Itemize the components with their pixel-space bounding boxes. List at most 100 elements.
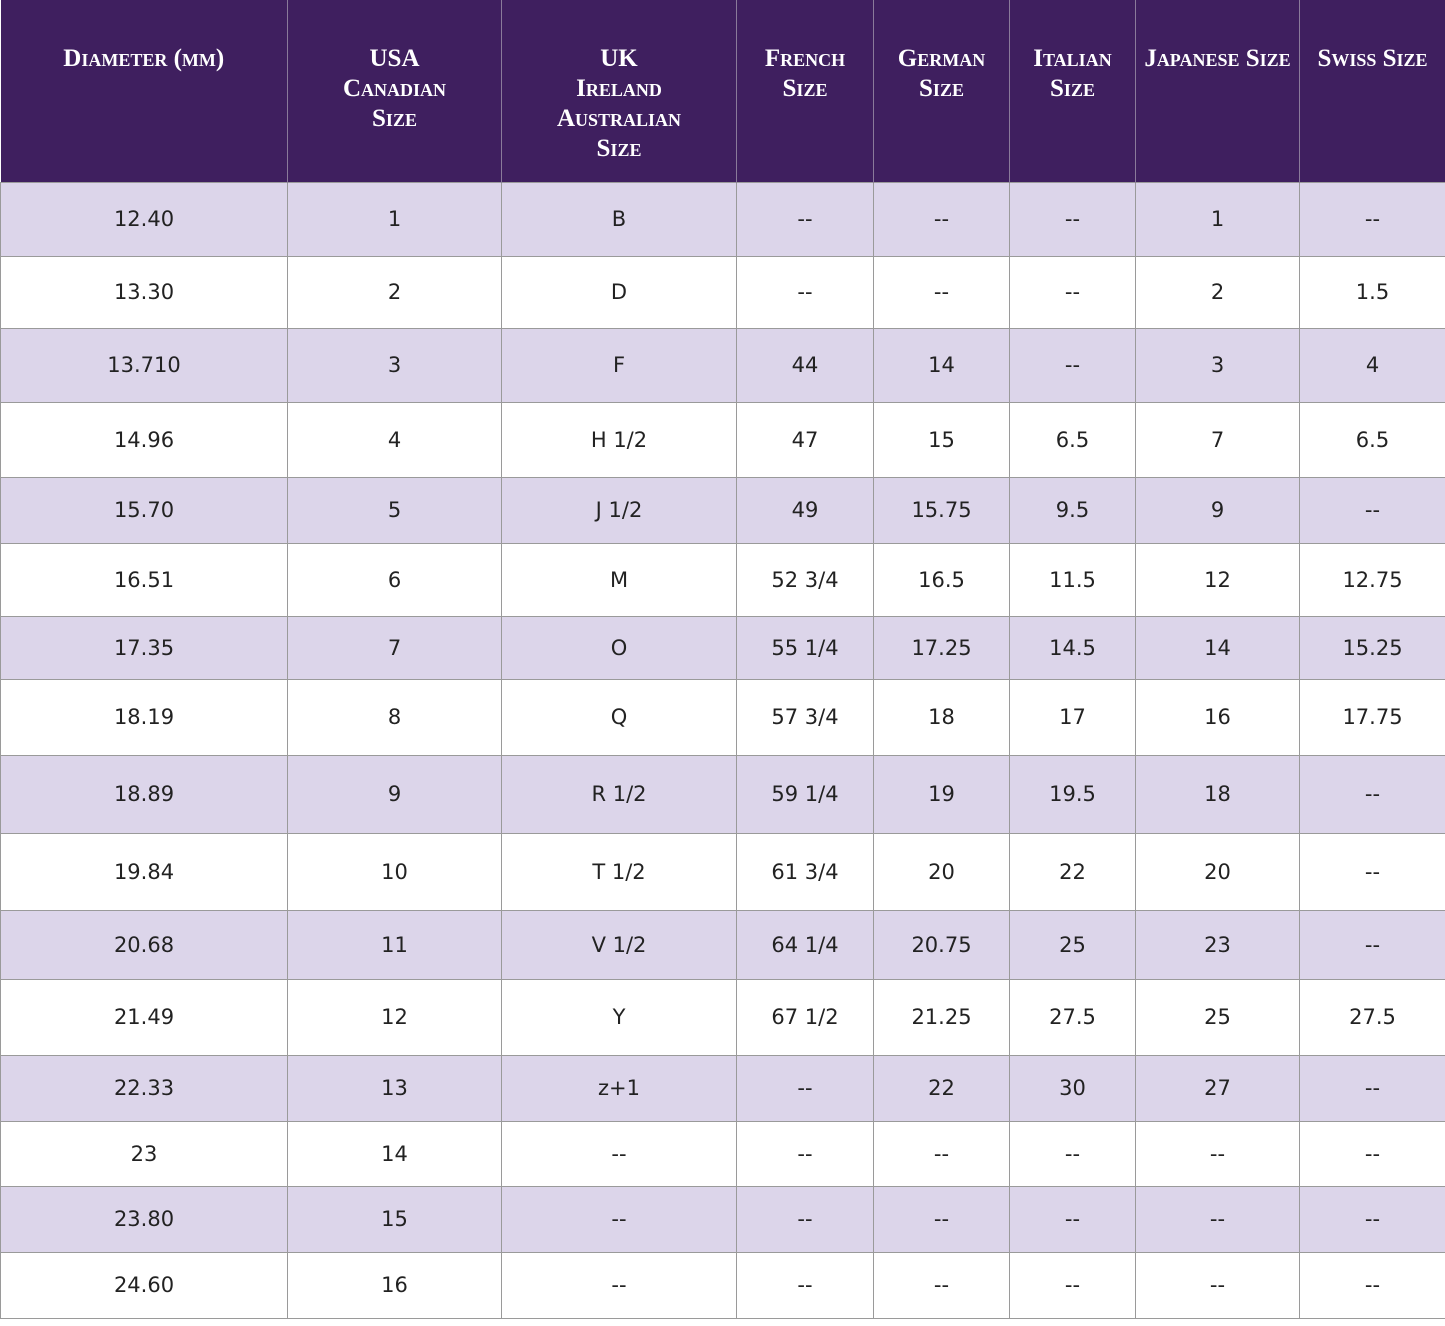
table-row: 17.35 7 O 55 1/4 17.25 14.5 14 15.25 [0, 615, 1445, 680]
table-row: 24.60 16 -- -- -- -- -- -- [0, 1251, 1445, 1319]
table-cell: 23 [1135, 909, 1300, 980]
table-row: 19.84 10 T 1/2 61 3/4 20 22 20 -- [0, 832, 1445, 911]
table-cell: -- [1299, 476, 1445, 544]
table-cell: 20.68 [0, 909, 288, 980]
table-cell: 9 [287, 754, 502, 834]
header-cell: Japanese Size [1135, 0, 1300, 182]
table-cell: 16 [1135, 678, 1300, 756]
table-cell: 10 [287, 832, 502, 911]
table-cell: -- [736, 255, 874, 329]
table-cell: -- [1299, 754, 1445, 834]
header-cell: Swiss Size [1299, 0, 1445, 182]
table-cell: 57 3/4 [736, 678, 874, 756]
table-cell: -- [873, 1120, 1010, 1187]
table-cell: -- [501, 1120, 737, 1187]
table-cell: 12 [1135, 542, 1300, 617]
table-cell: 9 [1135, 476, 1300, 544]
table-cell: 7 [1135, 401, 1300, 478]
table-cell: 52 3/4 [736, 542, 874, 617]
table-cell: 25 [1135, 978, 1300, 1056]
table-cell: 22 [1009, 832, 1136, 911]
header-text: Size [372, 105, 417, 132]
header-cell: French Size [736, 0, 874, 182]
table-cell: R 1/2 [501, 754, 737, 834]
table-cell: 1.5 [1299, 255, 1445, 329]
table-cell: M [501, 542, 737, 617]
table-cell: -- [1009, 1251, 1136, 1319]
table-cell: -- [1299, 181, 1445, 257]
table-cell: 19 [873, 754, 1010, 834]
table-cell: 12.40 [0, 181, 288, 257]
table-cell: 22.33 [0, 1054, 288, 1122]
table-cell: 15.75 [873, 476, 1010, 544]
table-cell: -- [1299, 1120, 1445, 1187]
table-cell: D [501, 255, 737, 329]
table-cell: 21.25 [873, 978, 1010, 1056]
table-cell: 2 [287, 255, 502, 329]
table-cell: T 1/2 [501, 832, 737, 911]
header-cell: German Size [873, 0, 1010, 182]
table-cell: V 1/2 [501, 909, 737, 980]
header-text: Diameter (mm) [63, 45, 225, 72]
table-cell: 19.5 [1009, 754, 1136, 834]
table-cell: 14 [873, 327, 1010, 403]
table-row: 22.33 13 z+1 -- 22 30 27 -- [0, 1054, 1445, 1122]
table-cell: 14.5 [1009, 615, 1136, 680]
table-cell: -- [1009, 1185, 1136, 1253]
table-cell: z+1 [501, 1054, 737, 1122]
table-cell: 20 [1135, 832, 1300, 911]
table-cell: 16.5 [873, 542, 1010, 617]
table-cell: 17.25 [873, 615, 1010, 680]
header-cell: UK Ireland Australian Size [501, 0, 737, 182]
table-cell: 47 [736, 401, 874, 478]
table-body: 12.40 1 B -- -- -- 1 -- 13.30 2 D -- -- -- 2 1.5 13.710 3… [0, 181, 1445, 1319]
table-cell: -- [1299, 909, 1445, 980]
table-row: 16.51 6 M 52 3/4 16.5 11.5 12 12.75 [0, 542, 1445, 617]
table-cell: H 1/2 [501, 401, 737, 478]
table-cell: 17.35 [0, 615, 288, 680]
table-cell: O [501, 615, 737, 680]
table-cell: Y [501, 978, 737, 1056]
table-cell: -- [873, 1251, 1010, 1319]
header-text: Swiss Size [1317, 45, 1428, 72]
header-row: Diameter (mm) USA Canadian Size UK Ireland Aus… [0, 0, 1445, 182]
table-cell: 16.51 [0, 542, 288, 617]
table-cell: 1 [1135, 181, 1300, 257]
table-cell: 3 [1135, 327, 1300, 403]
table-cell: 4 [1299, 327, 1445, 403]
table-cell: 11.5 [1009, 542, 1136, 617]
header-text: Italian [1033, 45, 1112, 72]
table-cell: 14 [287, 1120, 502, 1187]
table-cell: 12 [287, 978, 502, 1056]
table-cell: -- [1009, 181, 1136, 257]
table-cell: 21.49 [0, 978, 288, 1056]
table-cell: -- [1299, 1054, 1445, 1122]
table-cell: 20 [873, 832, 1010, 911]
header-text: USA [369, 45, 420, 72]
header-text: Size [596, 135, 642, 162]
table-cell: 44 [736, 327, 874, 403]
table-cell: -- [1135, 1120, 1300, 1187]
table-cell: 15 [873, 401, 1010, 478]
table-row: 21.49 12 Y 67 1/2 21.25 27.5 25 27.5 [0, 978, 1445, 1056]
table-cell: 18.19 [0, 678, 288, 756]
table-cell: 2 [1135, 255, 1300, 329]
table-cell: 15.70 [0, 476, 288, 544]
table-cell: 25 [1009, 909, 1136, 980]
table-cell: 7 [287, 615, 502, 680]
table-cell: 13.30 [0, 255, 288, 329]
table-row: 14.96 4 H 1/2 47 15 6.5 7 6.5 [0, 401, 1445, 478]
table-cell: -- [736, 181, 874, 257]
table-row: 18.19 8 Q 57 3/4 18 17 16 17.75 [0, 678, 1445, 756]
table-cell: 11 [287, 909, 502, 980]
table-cell: 27 [1135, 1054, 1300, 1122]
table-cell: 67 1/2 [736, 978, 874, 1056]
table-row: 13.30 2 D -- -- -- 2 1.5 [0, 255, 1445, 329]
table-cell: -- [873, 1185, 1010, 1253]
table-cell: 5 [287, 476, 502, 544]
table-cell: 13.710 [0, 327, 288, 403]
table-cell: 18 [873, 678, 1010, 756]
header-text: Japanese Size [1144, 45, 1291, 72]
